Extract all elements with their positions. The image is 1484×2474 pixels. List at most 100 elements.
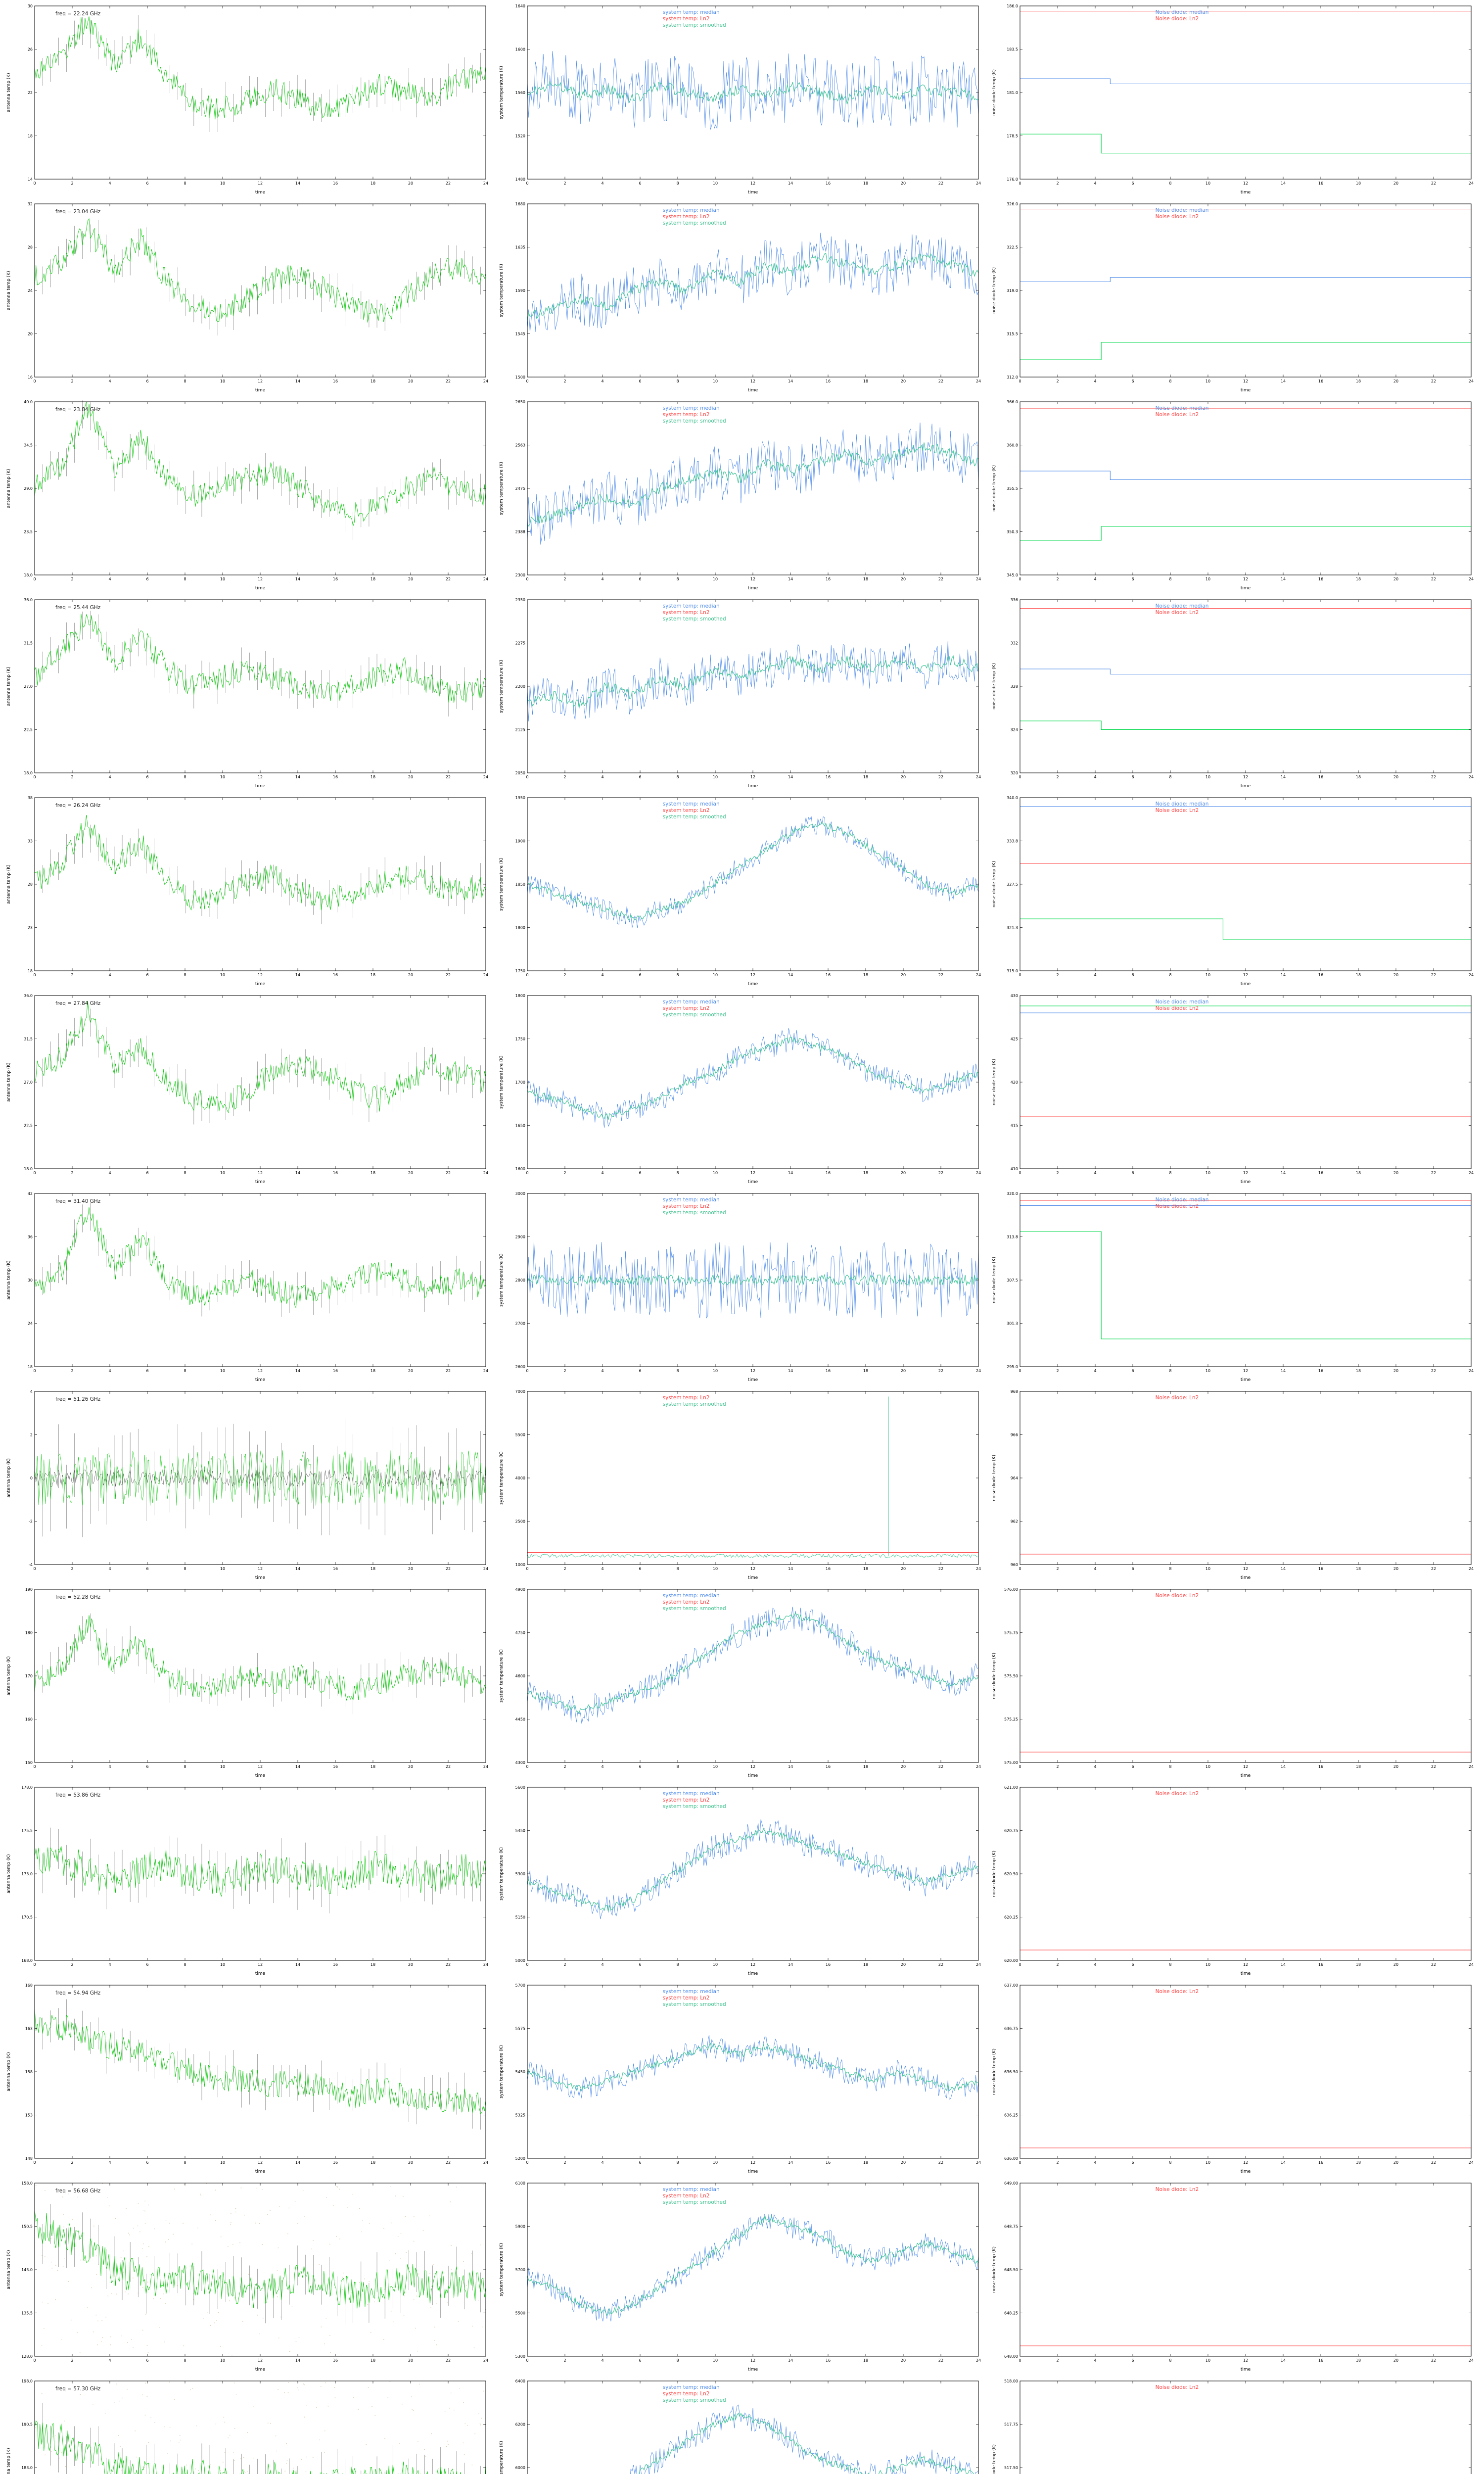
svg-text:12: 12 [750, 775, 755, 779]
svg-text:324: 324 [1011, 728, 1018, 732]
svg-text:2: 2 [71, 1962, 73, 1967]
y-axis-label: noise diode temp (K) [992, 1653, 997, 1699]
plot-sky-data-r5: 0 2 4 6 8 10 12 14 16 18 20 22 241823283338timeanten… [6, 796, 488, 987]
svg-text:178.0: 178.0 [21, 1785, 33, 1790]
svg-text:24: 24 [976, 973, 981, 977]
svg-text:575.00: 575.00 [1004, 1760, 1018, 1765]
svg-text:20: 20 [408, 379, 413, 383]
svg-text:16: 16 [826, 181, 831, 186]
legend-entry: Noise diode: Ln2 [1156, 610, 1199, 616]
x-axis-label: time [255, 1378, 266, 1382]
svg-text:20: 20 [1393, 2160, 1398, 2165]
svg-text:2: 2 [71, 1171, 73, 1175]
svg-text:22: 22 [28, 91, 33, 95]
panel-system-temp-row12: 0 2 4 6 8 10 12 14 16 18 20 22 24 5300 5500 5700 5900 610… [496, 2178, 988, 2376]
svg-text:2: 2 [1056, 1369, 1059, 1373]
svg-text:345.0: 345.0 [1007, 573, 1018, 577]
svg-text:175.5: 175.5 [21, 1829, 33, 1833]
svg-text:-4: -4 [29, 1563, 33, 1567]
svg-text:22: 22 [446, 2160, 451, 2165]
svg-text:8: 8 [676, 1567, 679, 1571]
svg-text:42: 42 [28, 1191, 33, 1196]
y-axis-label: noise diode temp (K) [992, 1059, 997, 1105]
svg-text:2800: 2800 [515, 1278, 525, 1283]
svg-text:190: 190 [25, 1587, 33, 1592]
svg-text:20: 20 [1393, 379, 1398, 383]
svg-text:4: 4 [1094, 1567, 1096, 1571]
svg-text:2: 2 [563, 379, 566, 383]
x-axis-label: time [748, 586, 758, 591]
panel-noise-diode-row13: 024681012141618202224517.00517.25517.505… [988, 2376, 1481, 2474]
svg-text:2: 2 [1056, 181, 1059, 186]
x-axis-label: time [255, 1773, 266, 1778]
svg-text:14: 14 [1281, 1567, 1286, 1571]
svg-text:966: 966 [1011, 1433, 1018, 1437]
svg-text:4: 4 [1094, 2160, 1096, 2165]
svg-text:22: 22 [446, 775, 451, 779]
svg-text:8: 8 [184, 1962, 186, 1967]
svg-text:4: 4 [1094, 1962, 1096, 1967]
svg-text:8: 8 [184, 1369, 186, 1373]
svg-text:960: 960 [1011, 1563, 1018, 1567]
svg-text:8: 8 [1169, 2160, 1171, 2165]
svg-text:150.5: 150.5 [21, 2225, 33, 2229]
plot-noise-diode-r13: 024681012141618202224517.00517.25517.505… [992, 2379, 1472, 2474]
svg-text:14: 14 [1281, 577, 1286, 581]
svg-text:22: 22 [938, 775, 943, 779]
plot-system-temp-r7: 0 2 4 6 8 10 12 14 16 18 20 22 242600270028002900300… [499, 1191, 981, 1382]
x-axis-label: time [1241, 1180, 1251, 1185]
svg-text:340.0: 340.0 [1007, 796, 1018, 800]
svg-text:24: 24 [483, 2358, 488, 2363]
svg-text:6: 6 [639, 1171, 641, 1175]
svg-text:1635: 1635 [515, 245, 525, 250]
svg-text:24: 24 [976, 1369, 981, 1373]
svg-text:20: 20 [408, 1567, 413, 1571]
svg-text:20: 20 [901, 2160, 906, 2165]
svg-text:10: 10 [713, 379, 718, 383]
svg-text:22: 22 [1431, 775, 1436, 779]
legend-entry: system temp: Ln2 [663, 1797, 710, 1803]
svg-text:1900: 1900 [515, 839, 525, 844]
svg-text:153: 153 [25, 2113, 33, 2118]
svg-text:36.0: 36.0 [24, 994, 33, 998]
svg-text:6: 6 [1131, 1764, 1134, 1769]
svg-text:2: 2 [563, 2160, 566, 2165]
svg-text:18.0: 18.0 [24, 1167, 33, 1171]
svg-text:24: 24 [483, 2160, 488, 2165]
svg-text:22: 22 [1431, 1764, 1436, 1769]
legend-entry: Noise diode: Ln2 [1156, 412, 1199, 418]
svg-text:575.50: 575.50 [1004, 1674, 1018, 1678]
svg-text:4: 4 [1094, 973, 1096, 977]
svg-text:33: 33 [28, 839, 33, 844]
svg-text:6: 6 [1131, 775, 1134, 779]
legend-entry: system temp: median [663, 2384, 720, 2390]
plot-system-temp-r11: 0 2 4 6 8 10 12 14 16 18 20 22 245200532554505575570… [499, 1983, 981, 2174]
svg-text:0: 0 [33, 181, 36, 186]
x-axis-label: time [748, 190, 758, 195]
svg-text:6: 6 [146, 1567, 148, 1571]
legend-entry: system temp: Ln2 [663, 808, 710, 813]
svg-text:16: 16 [333, 577, 338, 581]
svg-text:143.0: 143.0 [21, 2268, 33, 2272]
svg-text:10: 10 [713, 1369, 718, 1373]
x-axis-label: time [255, 1180, 266, 1185]
freq-label: freq = 22.24 GHz [55, 11, 101, 17]
svg-text:0: 0 [1019, 2358, 1021, 2363]
plot-sky-data-r13: 024681012141618202224168.0175.5183.0190.… [6, 2379, 486, 2474]
svg-text:5450: 5450 [515, 1829, 525, 1833]
svg-text:4: 4 [108, 1567, 111, 1571]
x-axis-label: time [748, 2169, 758, 2174]
svg-text:18: 18 [371, 1962, 375, 1967]
svg-text:16: 16 [1318, 379, 1323, 383]
svg-text:7000: 7000 [515, 1389, 525, 1394]
svg-text:6: 6 [639, 2160, 641, 2165]
svg-text:20: 20 [1393, 1369, 1398, 1373]
svg-text:24: 24 [1469, 577, 1474, 581]
svg-text:2: 2 [1056, 2160, 1059, 2165]
x-axis-label: time [1241, 2367, 1251, 2372]
svg-text:22: 22 [446, 1369, 451, 1373]
svg-text:22: 22 [938, 1171, 943, 1175]
svg-text:16: 16 [826, 1567, 831, 1571]
plot-sky-data-r4: 0 2 4 6 8 10 12 14 16 18 20 22 2418.022.527.031.536.… [6, 598, 488, 789]
svg-text:6200: 6200 [515, 2423, 525, 2427]
